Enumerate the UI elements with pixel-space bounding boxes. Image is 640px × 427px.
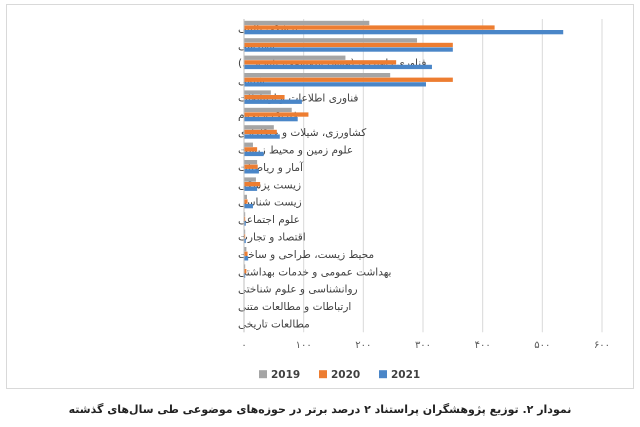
bar-2021 [244,117,298,122]
x-tick-label: ۴۰۰ [475,340,491,351]
bar-2021 [244,47,453,52]
bar-2021 [244,238,246,244]
bar-2021 [244,64,432,70]
bar-2019 [244,20,370,26]
bar-2019 [244,55,346,60]
bar-2019 [244,107,292,113]
category-label: اقتصاد و تجارت [238,232,306,244]
bar-2021 [244,186,258,191]
legend-label-2020: 2020 [331,369,360,381]
bar-2020 [244,216,246,222]
bar-2019 [244,264,246,269]
category-label: محیط زیست، طراحی و ساخت [238,249,374,261]
bar-2020 [244,60,397,65]
bar-2019 [244,90,271,95]
bar-2020 [244,234,246,239]
bar-2019 [244,38,418,43]
bar-2020 [244,112,309,117]
bar-2020 [244,95,285,100]
bar-2020 [244,77,453,82]
category-label: علوم اجتماعی [238,214,300,226]
category-label: بهداشت عمومی و خدمات بهداشتی [238,266,391,278]
bar-2020 [244,42,453,48]
category-label: روانشناسی و علوم شناختی [238,284,358,296]
bar-2020 [244,251,248,256]
bar-2019 [244,247,247,252]
bar-2019 [244,160,258,165]
bar-chart: ۰۱۰۰۲۰۰۳۰۰۴۰۰۵۰۰۶۰۰پزشکی بالینیمهندسیفنا… [238,19,610,381]
x-tick-label: ۵۰۰ [534,340,550,351]
x-tick-label: ۲۰۰ [355,340,371,351]
chart-caption: نمودار ۲. توزیع پژوهشگران پراستناد ۲ درص… [68,403,572,416]
bar-2019 [244,142,253,147]
bar-2020 [244,25,495,30]
bar-2021 [244,273,246,278]
category-label: مطالعات تاریخی [238,319,310,331]
bar-2020 [244,164,258,169]
bar-2019 [244,73,391,78]
category-label: زیست شناسی [238,197,302,209]
legend-label-2019: 2019 [271,369,300,381]
legend-label-2021: 2021 [391,369,420,381]
bar-2021 [244,134,280,139]
bar-2019 [244,194,247,200]
bar-2021 [244,82,426,87]
bar-2019 [244,229,246,234]
bar-2021 [244,256,249,261]
x-tick-label: ۳۰۰ [415,340,431,351]
bar-2020 [244,182,261,187]
x-tick-label: ۱۰۰ [296,340,312,351]
bar-2020 [244,269,247,274]
legend-swatch-2020 [319,370,327,379]
category-label: علوم زمین و محیط زیست [238,145,353,157]
bar-2021 [244,151,264,157]
bar-2019 [244,125,274,130]
x-tick-label: ۶۰۰ [594,340,610,351]
legend-swatch-2019 [259,370,267,379]
x-tick-label: ۰ [241,340,246,351]
bar-2021 [244,204,253,209]
bar-2021 [244,30,564,35]
chart-frame: ۰۱۰۰۲۰۰۳۰۰۴۰۰۵۰۰۶۰۰پزشکی بالینیمهندسیفنا… [6,4,634,389]
bar-2021 [244,99,302,104]
bar-2020 [244,129,277,135]
bar-2019 [244,177,256,182]
bar-2021 [244,221,246,226]
bar-2019 [244,212,246,217]
legend-swatch-2021 [379,370,387,379]
bar-2020 [244,199,248,204]
category-label: ارتباطات و مطالعات متنی [238,301,351,313]
bar-2021 [244,169,259,174]
bar-2020 [244,147,258,152]
